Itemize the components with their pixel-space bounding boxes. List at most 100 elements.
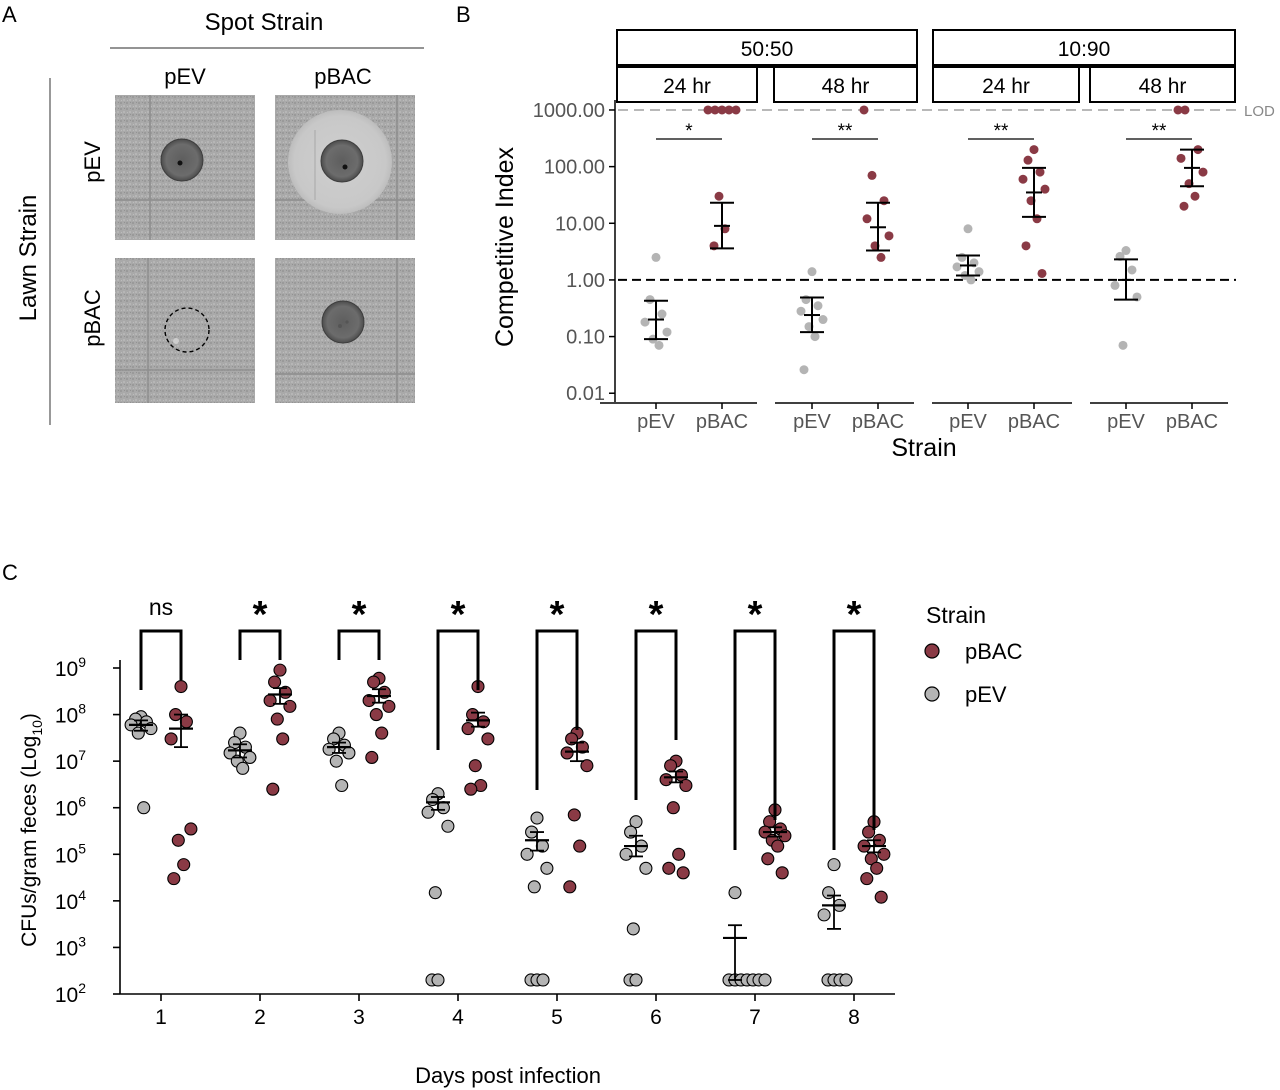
point-pev-d6-0 [629,815,643,829]
point-pev-d5-8 [536,973,550,987]
point-pbac-d3-6 [375,726,389,740]
spot-col-label-pev: pEV [164,64,206,89]
point-pev-1-0 [807,267,817,277]
point-pbac-d6-8 [676,866,690,880]
panel-letter-b: B [456,2,471,27]
lawn-row-label-pev: pEV [80,141,105,183]
sig-label-1: ** [838,121,853,142]
group-pev-day-8 [817,858,853,987]
sig-label-day-3: * [352,594,367,636]
point-pbac-d7-8 [775,866,789,880]
point-pev-0-4 [662,327,672,337]
point-pbac-d5-4 [580,759,594,773]
panel-c-y-tick-exponent-4: 6 [78,794,86,810]
panel-c-y-axis-title-main: CFUs/gram feces (Log [18,736,41,947]
panel-c-x-tick-label-6: 7 [749,1006,761,1029]
strip-ratio-label-0: 50:50 [741,38,794,61]
panel-c-y-tick-label-7: 109 [55,654,86,681]
point-pbac-d2-7 [266,782,280,796]
panel-c-y-tick-base-5: 10 [55,751,78,774]
point-pev-d1-6 [137,801,151,815]
point-pbac-3-6 [1190,191,1200,201]
panel-c: C CFUs/gram feces (Log10) Days post infe… [2,560,1023,1088]
panel-b-y-tick-label-1: 0.10 [566,327,605,349]
panel-c-y-axis-title: CFUs/gram feces (Log10) [18,713,45,947]
sig-bracket-day-1 [139,629,183,690]
point-pbac-d5-5 [567,808,581,822]
panel-c-y-tick-exponent-6: 8 [78,701,86,717]
point-pbac-0-4 [731,105,741,115]
panel-b: B Competitive Index Strain 50:50 24 hr 48 … [456,2,1275,462]
panel-c-y-tick-label-0: 102 [55,980,86,1007]
point-pbac-0-0 [703,105,713,115]
panel-c-y-tick-exponent-7: 9 [78,654,86,670]
panel-c-y-tick-exponent-0: 2 [78,980,86,996]
point-pbac-d1-3 [164,732,178,746]
panel-c-y-tick-exponent-5: 7 [78,747,86,763]
facet-x-tick-label-0-pBAC: pBAC [696,411,748,433]
panel-c-y-tick-base-6: 10 [55,705,78,728]
panel-b-y-tick-label-5: 1000.00 [533,100,605,122]
point-pbac-d6-3 [659,773,673,787]
sig-bracket-day-7 [733,629,777,850]
point-pbac-d8-7 [860,872,874,886]
panel-b-y-tick-label-0: 0.01 [566,383,605,405]
point-pev-1-6 [810,332,820,342]
strip-time-0 [616,66,758,103]
group-pev-day-4 [421,787,455,987]
point-pev-d6-4 [639,861,653,875]
point-pev-d4-4 [441,819,455,833]
point-pbac-0-2 [717,105,727,115]
point-pev-d3-6 [335,778,349,793]
group-pbac-day-2 [263,663,297,796]
strip-time-1 [773,66,918,103]
panel-c-y-tick-base-1: 10 [55,937,78,960]
legend-label-pbac: pBAC [965,639,1023,664]
point-pbac-2-0 [1029,145,1039,155]
point-pev-d8-0 [827,858,841,872]
legend-swatch-pbac [924,643,940,659]
point-pev-2-4 [974,267,984,277]
point-pbac-d4-4 [481,732,495,746]
panel-c-y-tick-base-0: 10 [55,984,78,1007]
sig-label-day-5: * [550,594,565,636]
sig-label-day-7: * [748,594,763,636]
panel-c-y-tick-base-7: 10 [55,658,78,681]
sig-label-2: ** [994,121,1009,142]
point-pev-0-3 [640,317,650,327]
spot-strain-header: Spot Strain [205,9,324,36]
facet-x-tick-label-0-pEV: pEV [637,411,675,433]
sig-label-day-1: ns [149,594,173,620]
point-pbac-1-4 [884,231,894,241]
point-pev-d1-5 [131,726,145,740]
point-pbac-d2-0 [273,663,287,677]
panel-c-x-tick-label-4: 5 [551,1006,563,1029]
sig-bracket-day-6 [634,629,678,800]
strip-time-2 [932,66,1080,103]
plate-photo-pev-on-pev [115,95,255,240]
point-pbac-d5-6 [573,839,587,853]
panel-c-x-tick-label-0: 1 [155,1006,167,1029]
point-pbac-0-1 [710,105,720,115]
point-pbac-0-5 [714,191,724,201]
lod-label: LOD [1244,103,1275,120]
panel-c-y-tick-label-6: 108 [55,701,86,728]
point-pev-3-3 [1110,280,1120,290]
panel-b-y-axis-title: Competitive Index [491,146,519,347]
point-pbac-d1-6 [177,858,191,872]
sig-label-day-4: * [451,594,466,636]
point-pbac-d4-1 [466,708,480,722]
point-pbac-d6-1 [664,759,678,773]
panel-c-y-tick-label-5: 107 [55,747,86,774]
dashed-spot-outline [164,307,210,353]
strip-time-label-3: 48 hr [1139,75,1187,98]
panel-c-y-tick-base-4: 10 [55,798,78,821]
facet-x-tick-label-2-pBAC: pBAC [1008,411,1060,433]
point-pbac-d5-3 [560,746,574,760]
point-pev-d8-1 [822,886,836,900]
group-pbac-day-8 [857,815,891,904]
point-pbac-d8-1 [862,825,876,839]
point-pbac-d1-7 [167,872,181,886]
strip-time-label-0: 24 hr [663,75,711,98]
